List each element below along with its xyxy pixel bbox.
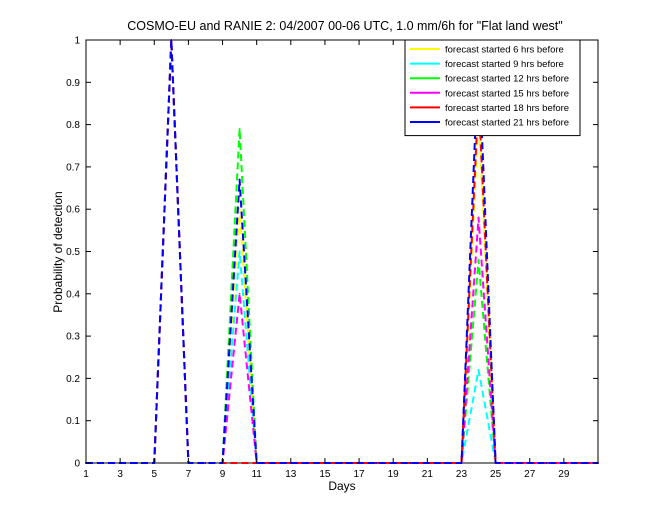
- y-tick-label-8: 0.8: [66, 120, 80, 131]
- legend-label-0: forecast started 6 hrs before: [445, 45, 564, 56]
- data-point-5-9: [238, 178, 241, 181]
- data-point-5-13: [306, 462, 309, 464]
- x-tick-label-10: 21: [422, 469, 434, 480]
- data-point-5-1: [102, 462, 104, 464]
- y-axis-label: Probability of detection: [51, 191, 65, 312]
- y-tick-label-2: 0.2: [66, 374, 80, 385]
- data-point-5-29: [580, 462, 582, 464]
- data-point-3-23: [477, 216, 480, 219]
- data-point-5-21: [443, 462, 446, 464]
- x-tick-label-7: 15: [319, 469, 331, 480]
- x-tick-label-3: 7: [186, 469, 192, 480]
- y-tick-label-0: 0: [74, 459, 80, 470]
- x-tick-label-1: 3: [117, 469, 123, 480]
- y-tick-label-3: 0.3: [66, 332, 80, 343]
- data-point-0-9: [238, 208, 241, 211]
- legend-box: [404, 39, 581, 137]
- data-point-4-9: [238, 462, 241, 464]
- legend-label-1: forecast started 9 hrs before: [445, 59, 564, 70]
- y-tick-label-7: 0.7: [66, 162, 80, 173]
- data-point-3-9: [238, 292, 241, 295]
- x-axis-label: Days: [328, 479, 355, 493]
- tick-layer: 1 3 5 7 9 11 13 15 17 19 21 23 25 27 2900.10.20.30.40.…: [66, 36, 598, 480]
- data-point-5-19: [409, 462, 412, 464]
- x-tick-label-8: 17: [354, 469, 366, 480]
- x-tick-label-6: 13: [285, 469, 297, 480]
- legend-label-5: forecast started 21 hrs before: [445, 118, 569, 129]
- legend-label-4: forecast started 18 hrs before: [445, 103, 569, 114]
- x-tick-label-2: 5: [151, 469, 157, 480]
- y-tick-label-5: 0.5: [66, 247, 80, 258]
- x-tick-label-0: 1: [83, 469, 89, 480]
- data-point-5-3: [136, 462, 139, 464]
- data-point-5-17: [375, 462, 378, 464]
- data-point-1-9: [238, 250, 241, 253]
- y-tick-label-9: 0.9: [66, 78, 80, 89]
- x-tick-label-14: 29: [558, 469, 570, 480]
- chart-title: COSMO-EU and RANIE 2: 04/2007 00-06 UTC,…: [127, 19, 562, 33]
- plot-area: 1 3 5 7 9 11 13 15 17 19 21 23 25 27 2900.10.20.30.40.…: [66, 36, 599, 480]
- y-tick-label-1: 0.1: [66, 416, 80, 427]
- data-point-5-27: [545, 462, 548, 464]
- x-tick-label-9: 19: [388, 469, 400, 480]
- data-point-5-7: [204, 462, 207, 464]
- x-tick-label-4: 9: [220, 469, 226, 480]
- data-point-1-23: [477, 369, 480, 371]
- data-point-5-25: [511, 462, 514, 464]
- data-point-5-15: [341, 462, 343, 464]
- x-tick-label-5: 11: [251, 469, 262, 480]
- legend-label-3: forecast started 15 hrs before: [445, 88, 569, 99]
- data-point-5-5: [170, 39, 173, 41]
- x-tick-label-13: 27: [524, 469, 536, 480]
- legend: forecast started 6 hrs before forecast st…: [404, 39, 581, 137]
- data-point-2-23: [477, 259, 480, 261]
- legend-label-2: forecast started 12 hrs before: [445, 74, 569, 85]
- y-tick-label-10: 1: [74, 36, 80, 47]
- x-tick-label-12: 25: [490, 469, 502, 480]
- y-tick-label-4: 0.4: [66, 289, 80, 300]
- y-tick-label-6: 0.6: [66, 205, 80, 216]
- x-tick-label-11: 23: [456, 469, 468, 480]
- data-point-2-9: [238, 127, 241, 130]
- data-point-5-11: [272, 462, 275, 464]
